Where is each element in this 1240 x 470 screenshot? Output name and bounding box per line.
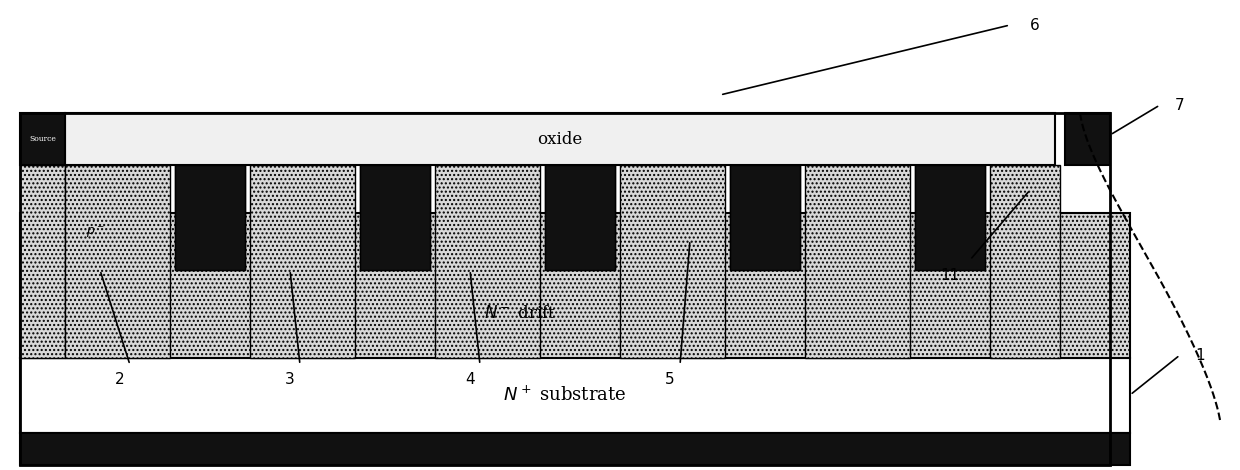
Bar — [730, 165, 800, 270]
Bar — [546, 165, 615, 270]
Text: 1: 1 — [1195, 347, 1204, 362]
Text: Source: Source — [29, 135, 56, 143]
Text: 4: 4 — [465, 373, 475, 387]
Bar — [64, 113, 1055, 165]
Bar — [20, 113, 1110, 465]
Text: 7: 7 — [1176, 97, 1184, 112]
Bar — [175, 165, 246, 270]
Text: oxide: oxide — [537, 131, 583, 148]
Bar — [990, 165, 1060, 358]
Bar — [20, 113, 64, 165]
Bar — [546, 165, 615, 270]
Bar — [250, 165, 355, 358]
Text: 11: 11 — [940, 267, 960, 282]
Bar — [64, 165, 170, 358]
Text: $N^+$ substrate: $N^+$ substrate — [503, 386, 626, 405]
Bar — [20, 433, 1130, 465]
Bar — [805, 165, 910, 358]
Bar — [915, 165, 985, 270]
Bar — [915, 165, 985, 270]
Text: 3: 3 — [285, 373, 295, 387]
Bar — [20, 358, 1130, 433]
Bar — [20, 213, 1130, 358]
Text: 5: 5 — [665, 373, 675, 387]
Text: $p^-$: $p^-$ — [86, 225, 104, 240]
Bar — [20, 165, 64, 358]
Bar — [730, 165, 800, 270]
Bar — [360, 165, 430, 270]
Text: 2: 2 — [115, 373, 125, 387]
Text: $N^-$ drift: $N^-$ drift — [484, 305, 557, 321]
Bar — [360, 165, 430, 270]
Bar — [620, 165, 725, 358]
Bar — [175, 165, 246, 270]
Text: 6: 6 — [1030, 17, 1040, 32]
Bar — [1065, 113, 1110, 165]
Bar — [435, 165, 539, 358]
